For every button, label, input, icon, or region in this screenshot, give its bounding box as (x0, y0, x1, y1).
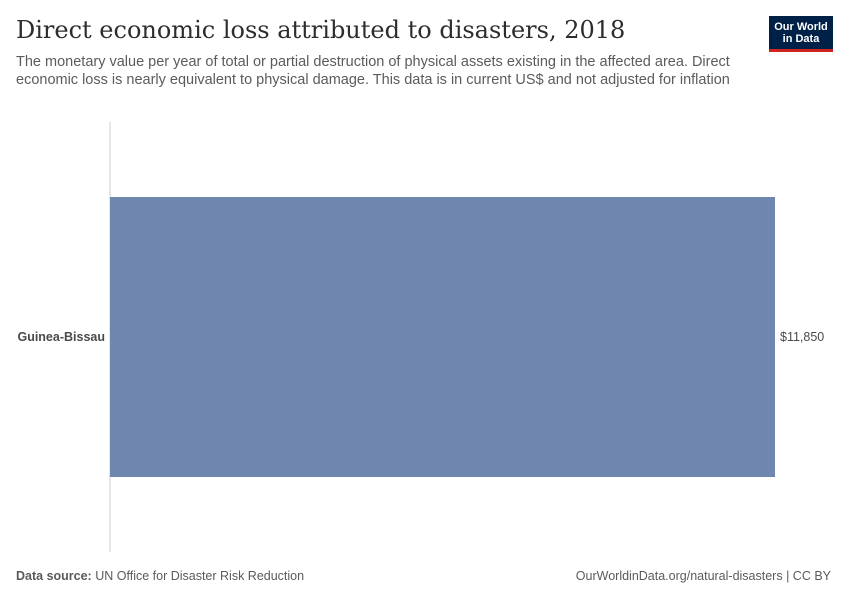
data-source-label: Data source: (16, 569, 92, 583)
logo-line-1: Our World (774, 21, 828, 33)
source-url[interactable]: OurWorldinData.org/natural-disasters | C… (575, 569, 831, 583)
owid-logo[interactable]: Our World in Data (769, 16, 833, 52)
data-source-text[interactable]: UN Office for Disaster Risk Reduction (95, 569, 305, 583)
category-label: Guinea-Bissau (17, 330, 105, 344)
chart-title: Direct economic loss attributed to disas… (16, 16, 626, 44)
data-source: Data source: UN Office for Disaster Risk… (16, 569, 304, 583)
logo-line-2: in Data (782, 33, 820, 45)
value-label: $11,850 (780, 330, 824, 344)
bar-guinea-bissau[interactable] (110, 197, 775, 477)
chart-subtitle: The monetary value per year of total or … (16, 54, 730, 88)
